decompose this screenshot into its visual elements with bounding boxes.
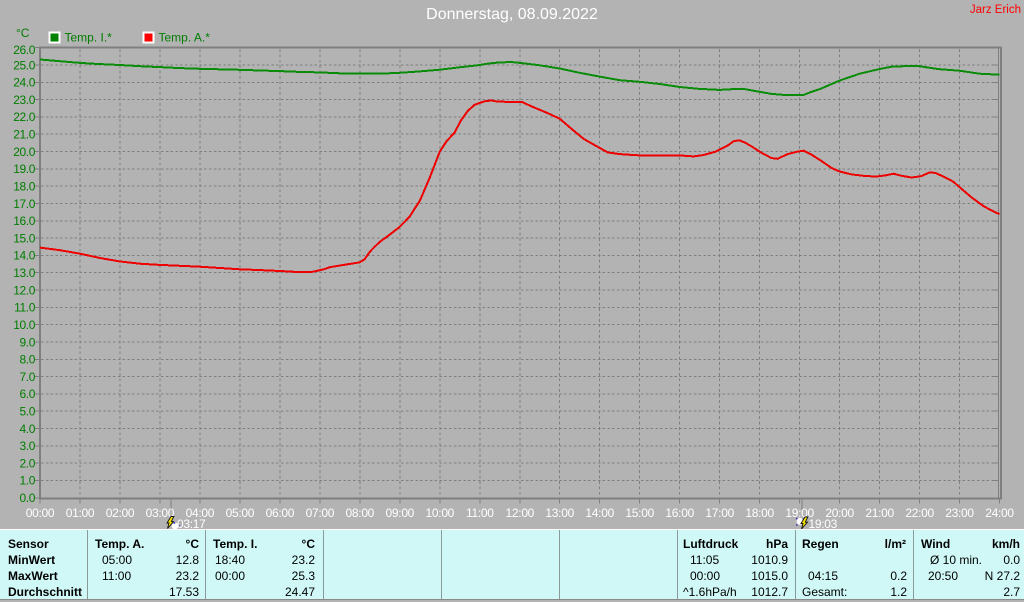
svg-text:04:00: 04:00 xyxy=(186,506,215,520)
svg-text:13.0: 13.0 xyxy=(13,266,35,280)
svg-text:Temp. A.*: Temp. A.* xyxy=(159,31,211,45)
svg-text:19.0: 19.0 xyxy=(13,162,35,176)
svg-text:2.0: 2.0 xyxy=(20,456,36,470)
svg-text:6.0: 6.0 xyxy=(20,387,36,401)
svg-text:12:00: 12:00 xyxy=(506,506,535,520)
svg-text:24:00: 24:00 xyxy=(985,506,1014,520)
svg-text:9.0: 9.0 xyxy=(20,335,36,349)
svg-text:1.0: 1.0 xyxy=(20,474,36,488)
svg-text:10.0: 10.0 xyxy=(13,318,35,332)
svg-text:17:00: 17:00 xyxy=(705,506,734,520)
svg-text:20.0: 20.0 xyxy=(13,145,35,159)
svg-text:15.0: 15.0 xyxy=(13,231,35,245)
svg-text:00:00: 00:00 xyxy=(26,506,55,520)
svg-text:21:00: 21:00 xyxy=(865,506,894,520)
svg-text:15:00: 15:00 xyxy=(625,506,654,520)
svg-text:08:00: 08:00 xyxy=(346,506,375,520)
svg-text:25.0: 25.0 xyxy=(13,58,35,72)
svg-text:12.0: 12.0 xyxy=(13,283,35,297)
svg-text:14:00: 14:00 xyxy=(585,506,614,520)
svg-text:24.0: 24.0 xyxy=(13,76,35,90)
svg-text:23.0: 23.0 xyxy=(13,93,35,107)
svg-text:06:00: 06:00 xyxy=(266,506,295,520)
svg-text:07:00: 07:00 xyxy=(306,506,335,520)
svg-text:21.0: 21.0 xyxy=(13,128,35,142)
svg-text:8.0: 8.0 xyxy=(20,353,36,367)
svg-text:01:00: 01:00 xyxy=(66,506,95,520)
svg-text:20:00: 20:00 xyxy=(825,506,854,520)
svg-text:19:03: 19:03 xyxy=(809,517,838,530)
svg-text:°C: °C xyxy=(16,26,30,40)
svg-text:14.0: 14.0 xyxy=(13,249,35,263)
svg-text:22.0: 22.0 xyxy=(13,110,35,124)
svg-text:23:00: 23:00 xyxy=(945,506,974,520)
svg-text:05:00: 05:00 xyxy=(226,506,255,520)
svg-text:03:17: 03:17 xyxy=(177,517,206,530)
svg-text:03:00: 03:00 xyxy=(146,506,175,520)
svg-text:18:00: 18:00 xyxy=(745,506,774,520)
svg-text:10:00: 10:00 xyxy=(426,506,455,520)
svg-text:11:00: 11:00 xyxy=(466,506,494,520)
svg-text:3.0: 3.0 xyxy=(20,439,36,453)
svg-text:22:00: 22:00 xyxy=(905,506,934,520)
svg-text:13:00: 13:00 xyxy=(545,506,574,520)
svg-text:16:00: 16:00 xyxy=(665,506,694,520)
svg-text:7.0: 7.0 xyxy=(20,370,36,384)
svg-text:5.0: 5.0 xyxy=(20,405,36,419)
svg-text:17.0: 17.0 xyxy=(13,197,35,211)
svg-text:11.0: 11.0 xyxy=(14,301,36,315)
svg-text:0.0: 0.0 xyxy=(20,491,36,505)
svg-text:4.0: 4.0 xyxy=(20,422,36,436)
svg-text:Temp. I.*: Temp. I.* xyxy=(65,31,113,45)
svg-text:26.0: 26.0 xyxy=(13,43,35,57)
svg-text:16.0: 16.0 xyxy=(13,214,35,228)
svg-text:18.0: 18.0 xyxy=(13,180,35,194)
svg-text:02:00: 02:00 xyxy=(106,506,135,520)
svg-text:09:00: 09:00 xyxy=(386,506,415,520)
